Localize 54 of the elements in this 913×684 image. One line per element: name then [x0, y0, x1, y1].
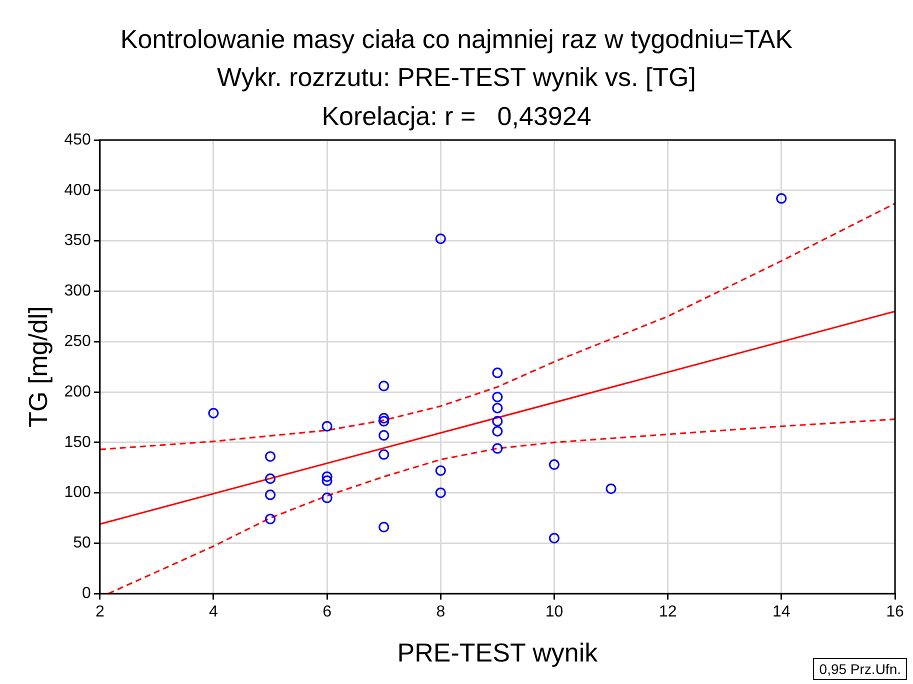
point [548, 532, 560, 544]
chart-subtitle: Wykr. rozrzutu: PRE-TEST wynik vs. [TG] [216, 62, 697, 93]
point [378, 430, 390, 441]
point [548, 459, 560, 470]
point [435, 465, 446, 476]
y-tick-label: 150 [64, 434, 91, 451]
y-tick-label: 400 [64, 182, 91, 199]
point [378, 449, 390, 460]
text: 0,95 Prz.Ufn. [813, 658, 907, 680]
x-tick-label: 12 [658, 604, 677, 621]
point [378, 380, 390, 392]
x-axis-title: PRE-TEST wynik [397, 638, 599, 668]
line-series [100, 202, 895, 450]
y-tick-label: 100 [64, 484, 91, 502]
x-tick-label: 10 [545, 604, 564, 621]
x-tick-label: 8 [436, 604, 446, 621]
point [606, 483, 616, 494]
point [776, 193, 787, 204]
y-tick-label: 450 [64, 131, 91, 148]
point [322, 420, 332, 432]
point [264, 473, 276, 484]
point [492, 416, 503, 427]
point [435, 233, 446, 244]
chart-title: Kontrolowanie masy ciała co najmniej raz w tygodniu=TAK [119, 24, 794, 55]
y-tick-label: 300 [64, 282, 91, 300]
point [208, 408, 219, 418]
text: Korelacja: r = 0,43924 [320, 101, 592, 132]
point [378, 412, 390, 424]
point [322, 471, 332, 482]
point [322, 475, 332, 486]
point [492, 368, 503, 378]
point [378, 522, 390, 532]
point [264, 514, 276, 524]
point [492, 392, 503, 402]
point [435, 488, 446, 498]
point [492, 426, 503, 437]
x-tick-label: 4 [209, 604, 218, 621]
x-tick-label: 2 [95, 604, 104, 621]
y-tick-label: 250 [64, 333, 91, 350]
y-tick-label: 50 [73, 534, 91, 552]
point [378, 416, 390, 427]
point [492, 402, 503, 414]
y-axis-title: TG [mg/dl] [22, 306, 53, 428]
point [322, 492, 332, 504]
line-series [108, 418, 895, 594]
point [492, 443, 503, 454]
x-tick-label: 6 [322, 604, 332, 621]
x-tick-label: 16 [886, 604, 904, 621]
x-tick-label: 14 [772, 604, 790, 621]
point [264, 490, 276, 500]
y-tick-label: 0 [82, 585, 91, 602]
y-tick-label: 350 [64, 232, 91, 250]
point [264, 451, 276, 462]
y-tick-label: 200 [64, 383, 91, 400]
